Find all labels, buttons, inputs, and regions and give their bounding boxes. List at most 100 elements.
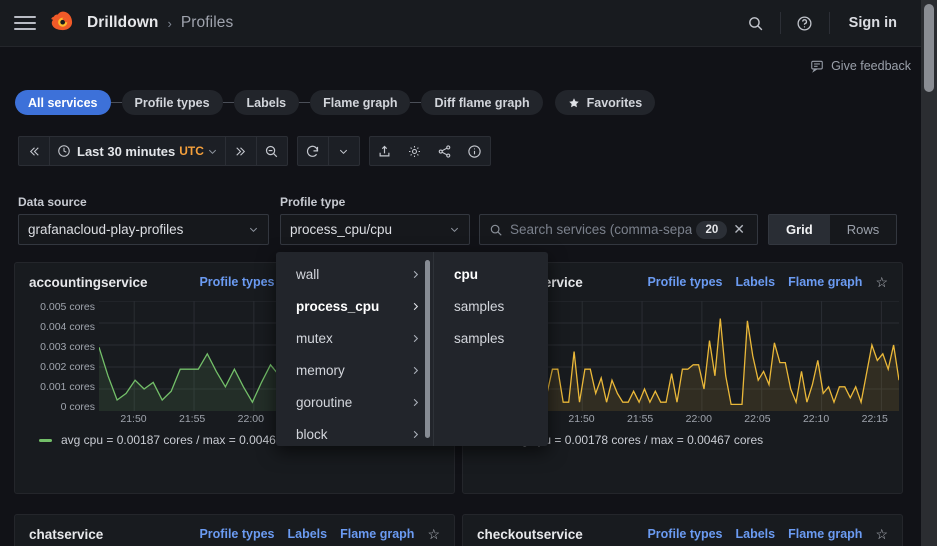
hamburger-icon[interactable] [14,12,36,34]
pill-diff-flame-graph[interactable]: Diff flame graph [421,90,543,115]
pill-labels[interactable]: Labels [233,90,300,115]
pill-flame-graph[interactable]: Flame graph [310,90,411,115]
panel-link-labels[interactable]: Labels [287,527,328,541]
menu-item-cpu[interactable]: cpu [434,258,548,290]
menu-item-goroutine[interactable]: goroutine [276,386,433,418]
x-axis-labels: 21:50 21:55 22:00 22:05 22:10 22:15 [547,413,892,427]
menu-item-process-cpu[interactable]: process_cpu [276,290,433,322]
chevron-down-icon [450,227,459,233]
menu-column-profile-groups: wall process_cpu mutex memory goroutine … [276,252,433,446]
double-chevron-left-icon[interactable] [19,137,49,165]
menu-item-samples-1[interactable]: samples [434,290,548,322]
menu-item-label: samples [454,298,505,314]
menu-item-memory[interactable]: memory [276,354,433,386]
breadcrumb-drilldown[interactable]: Drilldown [87,14,159,31]
x-tick: 21:50 [120,413,147,425]
pill-connector-3 [299,102,311,103]
search-icon[interactable] [739,8,773,38]
menu-item-label: wall [296,266,320,282]
gear-icon[interactable] [400,137,430,165]
menu-item-mutex[interactable]: mutex [276,322,433,354]
sign-in-button[interactable]: Sign in [848,15,897,31]
zoom-out-icon[interactable] [257,137,287,165]
panel-title: checkoutservice [477,526,583,542]
close-icon[interactable]: ✕ [733,221,745,237]
menu-scrollbar[interactable] [425,260,430,438]
breadcrumb-profiles[interactable]: Profiles [180,14,234,31]
panel-link-labels[interactable]: Labels [735,275,776,289]
panel-link-profile-types[interactable]: Profile types [647,275,723,289]
menu-item-label: process_cpu [296,298,380,314]
panel-link-flame-graph[interactable]: Flame graph [788,527,863,541]
chevron-right-icon [413,398,419,406]
refresh-icon[interactable] [298,137,328,165]
menu-item-block[interactable]: block [276,418,433,450]
panel-link-profile-types[interactable]: Profile types [647,527,723,541]
chevron-right-icon [413,302,419,310]
chart-legend[interactable]: avg cpu = 0.00187 cores / max = 0.00467 … [15,427,454,447]
panel-link-labels[interactable]: Labels [735,527,776,541]
panel-title: chatservice [29,526,104,542]
menu-item-label: samples [454,330,505,346]
favorites-button[interactable]: Favorites [554,90,656,115]
pill-all-services[interactable]: All services [15,90,111,115]
panel-title: accountingservice [29,274,148,290]
data-source-select[interactable]: grafanacloud-play-profiles [18,214,269,245]
toolbar-divider-3 [255,137,257,165]
service-panel-chatservice: chatservice Profile types Labels Flame g… [14,514,455,546]
pill-label: Labels [246,95,287,110]
page-scrollbar-thumb[interactable] [924,4,934,92]
time-range-picker[interactable]: Last 30 minutes UTC [50,137,225,165]
refresh-group [296,136,360,166]
favorites-label: Favorites [586,95,643,110]
pill-label: Flame graph [323,95,398,110]
panel-link-flame-graph[interactable]: Flame graph [788,275,863,289]
give-feedback-link[interactable]: Give feedback [810,59,911,73]
search-services-input[interactable]: Search services (comma-separated) 20 ✕ [479,214,758,245]
panel-header: chatservice Profile types Labels Flame g… [15,515,454,546]
time-picker-group: Last 30 minutes UTC [18,136,288,166]
panel-header: checkoutservice Profile types Labels Fla… [463,515,902,546]
panel-link-profile-types[interactable]: Profile types [199,275,275,289]
page-scrollbar-track[interactable] [921,0,937,546]
search-placeholder: Search services (comma-separated) [510,222,693,237]
clock-icon [58,145,70,157]
help-circle-icon[interactable] [788,8,822,38]
pill-label: Diff flame graph [434,95,530,110]
view-mode-rows[interactable]: Rows [846,222,880,237]
y-tick: 0.004 cores [40,321,95,333]
share-nodes-icon[interactable] [430,137,460,165]
view-mode-grid[interactable]: Grid [769,215,830,244]
timezone-label: UTC [179,144,204,158]
star-outline-icon[interactable]: ☆ [875,274,888,290]
panel-link-profile-types[interactable]: Profile types [199,527,275,541]
share-export-icon[interactable] [370,137,400,165]
panel-link-flame-graph[interactable]: Flame graph [340,527,415,541]
info-circle-icon[interactable] [460,137,490,165]
data-source-value: grafanacloud-play-profiles [28,222,184,237]
x-tick: 21:50 [568,413,595,425]
legend-label: avg cpu = 0.00187 cores / max = 0.00467 … [61,433,316,447]
menu-item-samples-2[interactable]: samples [434,322,548,354]
x-tick: 22:15 [861,413,888,425]
view-mode-toggle: Grid Rows [768,214,898,245]
comment-icon [811,60,823,73]
pill-connector-4 [410,102,422,103]
profile-type-select[interactable]: process_cpu/cpu [280,214,470,245]
time-range-label: Last 30 minutes [77,143,176,159]
star-outline-icon[interactable]: ☆ [427,526,440,542]
star-outline-icon[interactable]: ☆ [875,526,888,542]
service-count-badge[interactable]: 20 [696,220,728,239]
double-chevron-right-icon[interactable] [226,137,256,165]
x-tick: 22:00 [685,413,712,425]
star-filled-icon [568,97,579,107]
pill-profile-types[interactable]: Profile types [121,90,223,115]
pill-connector-1 [110,102,122,103]
refresh-interval-dropdown[interactable] [329,137,359,165]
pill-label: All services [28,95,98,110]
menu-item-wall[interactable]: wall [276,258,433,290]
timeseries-chart-checkoutservice[interactable]: 21:50 21:55 22:00 22:05 22:10 22:15 [463,301,899,427]
nav-divider-2 [828,12,830,34]
menu-column-profile-metrics: cpu samples samples [433,252,548,446]
